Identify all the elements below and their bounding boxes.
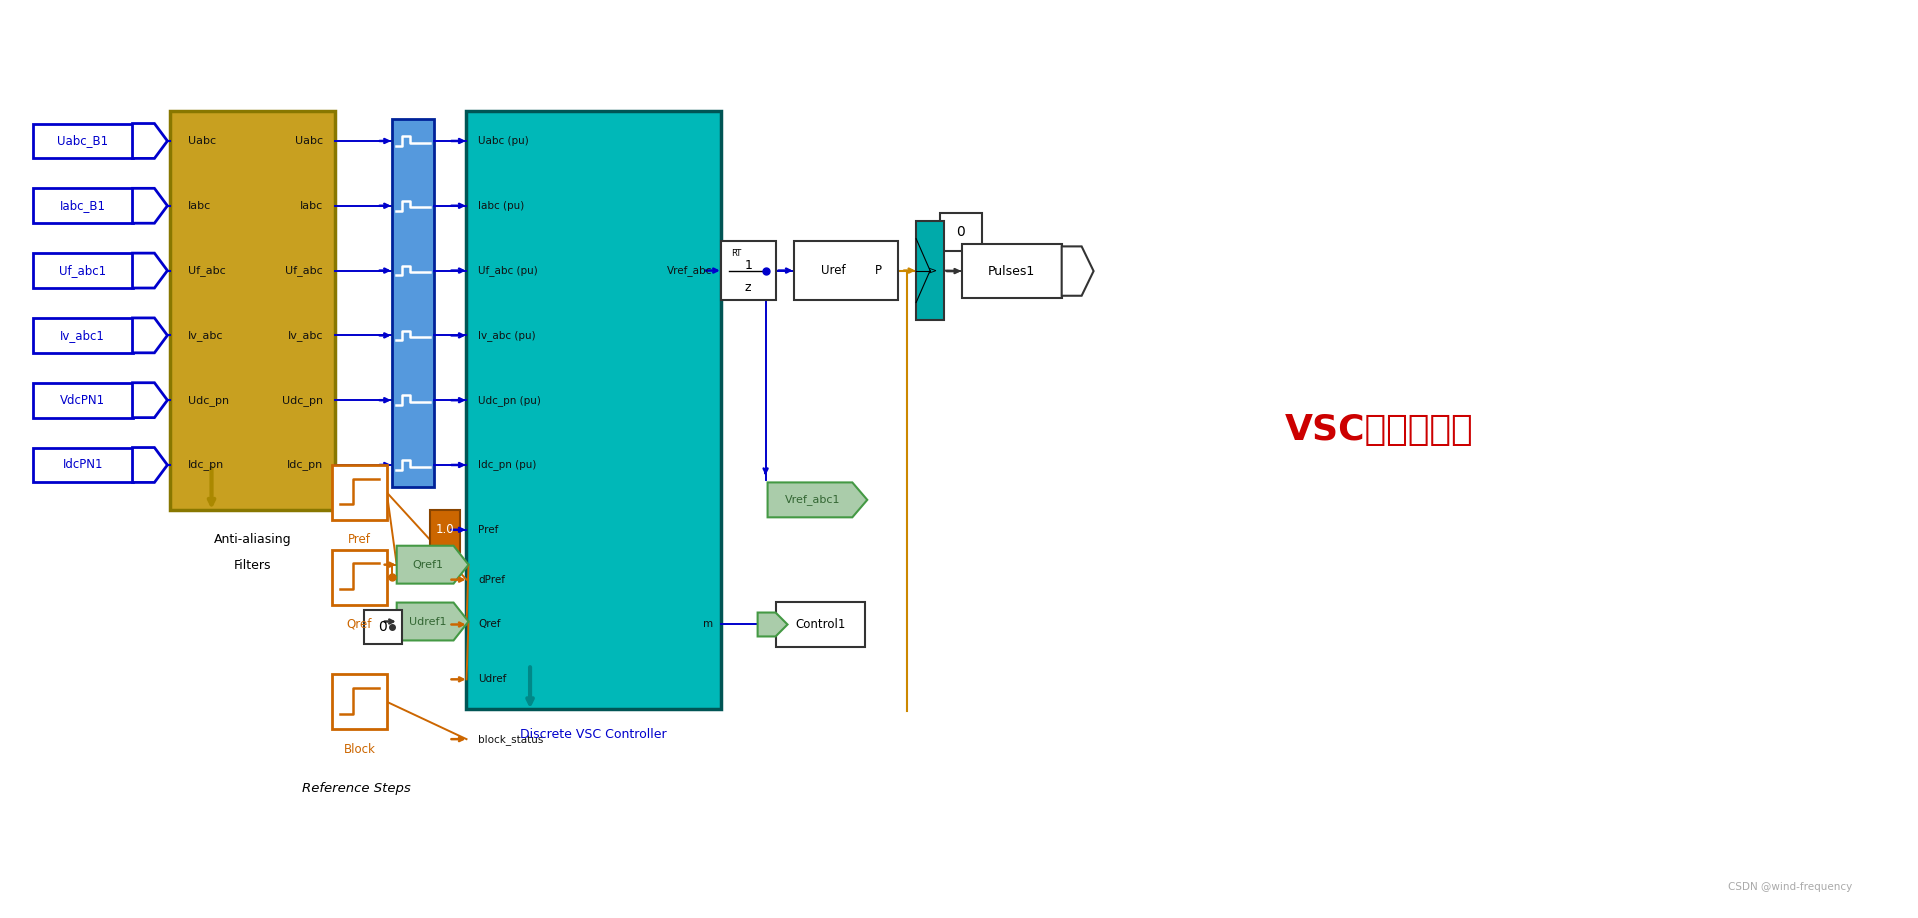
Text: >: >	[928, 265, 938, 275]
Polygon shape	[767, 483, 867, 518]
Text: Iv_abc1: Iv_abc1	[59, 329, 105, 341]
Text: Iv_abc: Iv_abc	[288, 330, 322, 341]
Text: Iabc (pu): Iabc (pu)	[478, 201, 526, 211]
Text: m: m	[702, 620, 713, 630]
Text: Uabc_B1: Uabc_B1	[58, 134, 107, 148]
FancyBboxPatch shape	[430, 509, 460, 552]
Text: Qref1: Qref1	[412, 560, 443, 570]
Text: Iabc: Iabc	[299, 201, 322, 211]
FancyBboxPatch shape	[963, 243, 1063, 298]
FancyBboxPatch shape	[466, 111, 721, 710]
FancyBboxPatch shape	[917, 220, 944, 320]
Polygon shape	[397, 545, 468, 584]
FancyBboxPatch shape	[332, 675, 387, 729]
Text: Reference Steps: Reference Steps	[303, 782, 410, 796]
Text: 1.0: 1.0	[435, 523, 455, 536]
FancyBboxPatch shape	[721, 241, 775, 300]
Text: Pref: Pref	[347, 533, 370, 546]
Text: Iv_abc (pu): Iv_abc (pu)	[478, 330, 537, 341]
Text: CSDN @wind-frequency: CSDN @wind-frequency	[1728, 881, 1853, 891]
Text: 0: 0	[378, 620, 387, 634]
Text: P: P	[875, 264, 882, 277]
Text: Iabc_B1: Iabc_B1	[59, 199, 105, 212]
FancyBboxPatch shape	[33, 188, 132, 223]
FancyBboxPatch shape	[33, 448, 132, 483]
FancyBboxPatch shape	[33, 253, 132, 288]
Text: z: z	[744, 281, 752, 294]
Text: Idc_pn (pu): Idc_pn (pu)	[478, 460, 537, 470]
Text: Pulses1: Pulses1	[988, 264, 1036, 277]
FancyBboxPatch shape	[171, 111, 336, 509]
Polygon shape	[132, 253, 167, 288]
Text: Uf_abc: Uf_abc	[286, 265, 322, 276]
Text: Iabc: Iabc	[188, 201, 211, 211]
FancyBboxPatch shape	[33, 124, 132, 159]
Text: Idc_pn: Idc_pn	[188, 460, 224, 470]
Polygon shape	[758, 612, 788, 636]
Text: Idc_pn: Idc_pn	[286, 460, 322, 470]
Polygon shape	[132, 448, 167, 483]
Text: Udc_pn (pu): Udc_pn (pu)	[478, 395, 541, 406]
Text: Uabc: Uabc	[295, 136, 322, 146]
Text: Uref: Uref	[821, 264, 846, 277]
FancyBboxPatch shape	[794, 241, 898, 300]
Text: Udref1: Udref1	[409, 617, 447, 626]
Text: Iv_abc: Iv_abc	[188, 330, 224, 341]
Text: Udc_pn: Udc_pn	[188, 395, 230, 406]
Text: VdcPN1: VdcPN1	[59, 394, 105, 407]
FancyBboxPatch shape	[33, 383, 132, 418]
Text: VSC控制变流器: VSC控制变流器	[1285, 413, 1473, 447]
Text: block_status: block_status	[478, 733, 545, 744]
Text: 0: 0	[957, 225, 965, 239]
Text: Pref: Pref	[478, 525, 499, 535]
FancyBboxPatch shape	[391, 119, 433, 487]
Polygon shape	[1063, 246, 1093, 296]
Text: Discrete VSC Controller: Discrete VSC Controller	[520, 728, 667, 741]
FancyBboxPatch shape	[332, 465, 387, 520]
FancyBboxPatch shape	[332, 550, 387, 605]
Text: dPref: dPref	[478, 575, 506, 585]
FancyBboxPatch shape	[775, 601, 865, 647]
Polygon shape	[132, 188, 167, 223]
Text: Uf_abc (pu): Uf_abc (pu)	[478, 265, 539, 276]
FancyBboxPatch shape	[33, 318, 132, 353]
Text: Qref: Qref	[478, 620, 501, 630]
Text: IdcPN1: IdcPN1	[63, 458, 104, 472]
Text: Control1: Control1	[796, 618, 846, 631]
Polygon shape	[397, 602, 468, 641]
Polygon shape	[132, 383, 167, 418]
Text: Udc_pn: Udc_pn	[282, 395, 322, 406]
Text: Filters: Filters	[234, 559, 270, 572]
Text: Uf_abc: Uf_abc	[188, 265, 226, 276]
Text: Block: Block	[343, 743, 376, 756]
FancyBboxPatch shape	[940, 213, 982, 251]
FancyBboxPatch shape	[364, 610, 401, 644]
Text: Uabc (pu): Uabc (pu)	[478, 136, 529, 146]
Text: Qref: Qref	[347, 618, 372, 631]
Text: Anti-aliasing: Anti-aliasing	[213, 533, 292, 546]
Text: Uf_abc1: Uf_abc1	[59, 264, 105, 277]
Text: Vref_abc1: Vref_abc1	[784, 495, 840, 505]
Text: Uabc: Uabc	[188, 136, 217, 146]
Polygon shape	[132, 318, 167, 353]
Text: 1: 1	[744, 259, 752, 273]
Text: Vref_abc: Vref_abc	[667, 265, 713, 276]
Polygon shape	[132, 124, 167, 159]
Text: RT: RT	[731, 250, 740, 258]
Text: Udref: Udref	[478, 675, 506, 684]
